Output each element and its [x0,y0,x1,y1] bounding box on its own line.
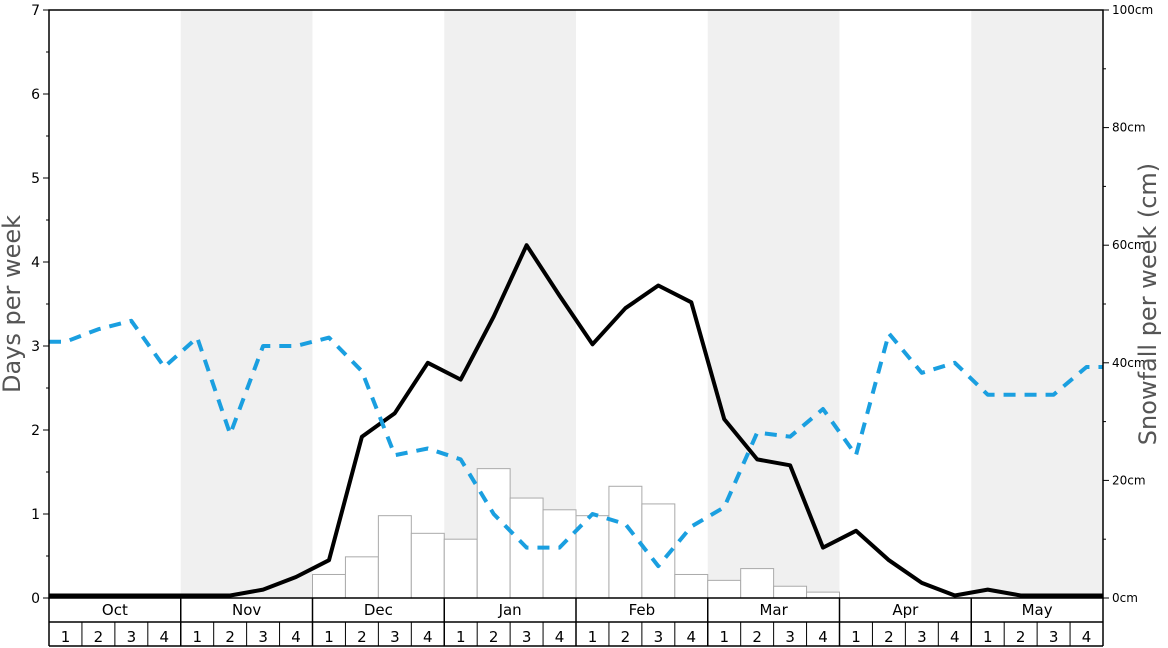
dashed-days-line [49,318,1103,569]
left-tick-label: 7 [31,3,40,19]
snowfall-bar-9 [312,573,346,599]
snowfall-bar-24 [806,591,840,599]
left-axis-label: Days per week [0,215,26,393]
week-label: 3 [654,628,664,646]
week-label: 2 [752,628,762,646]
month-label-jan: Jan [498,601,522,619]
shade-mar [707,10,840,598]
right-tick-label: 20cm [1112,473,1146,487]
month-label-feb: Feb [629,601,656,619]
axes: 0 1 2 3 4 5 6 7 0cm 20cm 40cm 60cm 80cm 100cm [31,3,1153,607]
snowfall-bar-16 [542,509,577,599]
left-tick-label: 0 [31,591,40,607]
shade-nov [180,10,313,598]
left-tick-label: 2 [31,423,40,439]
snowfall-bar-20 [674,573,709,599]
week-label: 3 [522,628,532,646]
week-label: 4 [423,628,433,646]
week-label: 1 [588,628,598,646]
week-label: 2 [357,628,367,646]
snowfall-bar-12 [410,532,445,599]
week-label: 3 [917,628,927,646]
week-label: 4 [160,628,170,646]
week-label: 4 [291,628,301,646]
week-label: 4 [818,628,828,646]
week-label: 4 [950,628,960,646]
week-labels: 1 2 3 4 1 2 3 4 1 2 3 4 1 2 3 4 1 2 3 4 1 2 3 4 1 2 3 4 1 2 3 4 [49,622,1103,647]
week-label: 3 [390,628,400,646]
left-tick-label: 3 [31,339,40,355]
week-label: 4 [687,628,697,646]
week-label: 2 [621,628,631,646]
right-tick-label: 0cm [1112,591,1138,605]
week-label: 3 [1049,628,1059,646]
week-label: 3 [127,628,137,646]
week-label: 1 [192,628,202,646]
week-label: 2 [225,628,235,646]
week-label: 2 [489,628,499,646]
month-label-mar: Mar [759,601,788,619]
month-label-oct: Oct [102,601,128,619]
snowfall-bar-13 [443,538,478,599]
snowfall-bar-14 [476,468,511,599]
week-label: 1 [851,628,861,646]
month-label-dec: Dec [364,601,393,619]
right-tick-label: 60cm [1112,238,1146,252]
left-tick-label: 5 [31,171,40,187]
week-label: 1 [719,628,729,646]
snowfall-bar-11 [377,515,412,599]
left-tick-label: 4 [31,255,40,271]
month-label-may: May [1022,601,1053,619]
week-label: 1 [456,628,466,646]
right-tick-label: 40cm [1112,356,1146,370]
week-label: 2 [884,628,894,646]
snowfall-bar-18 [608,485,643,599]
right-tick-label: 80cm [1112,121,1146,135]
week-label: 1 [61,628,71,646]
week-label: 4 [1082,628,1092,646]
snowfall-bar-10 [344,556,379,599]
month-label-apr: Apr [892,601,919,619]
week-label: 2 [94,628,104,646]
snowfall-bars [312,468,840,599]
week-label: 3 [785,628,795,646]
week-label: 4 [555,628,565,646]
right-axis-label: Snowfall per week (cm) [1134,163,1162,445]
snowfall-bar-23 [773,585,808,599]
left-tick-label: 6 [31,87,40,103]
snowfall-bar-17 [575,515,610,599]
shaded-month-backgrounds [180,10,1103,598]
right-tick-label: 100cm [1112,3,1153,17]
snowfall-bar-22 [740,568,775,599]
days-lines [49,243,1103,598]
week-label: 2 [1016,628,1026,646]
week-label: 1 [324,628,334,646]
week-label: 3 [258,628,268,646]
month-label-nov: Nov [232,601,261,619]
snowfall-bar-21 [707,579,742,599]
solid-days-line [49,243,1103,598]
month-labels: Oct Nov Dec Jan Feb Mar Apr May [48,598,1104,646]
left-tick-label: 1 [31,507,40,523]
shade-may [971,10,1103,598]
week-label: 1 [983,628,993,646]
